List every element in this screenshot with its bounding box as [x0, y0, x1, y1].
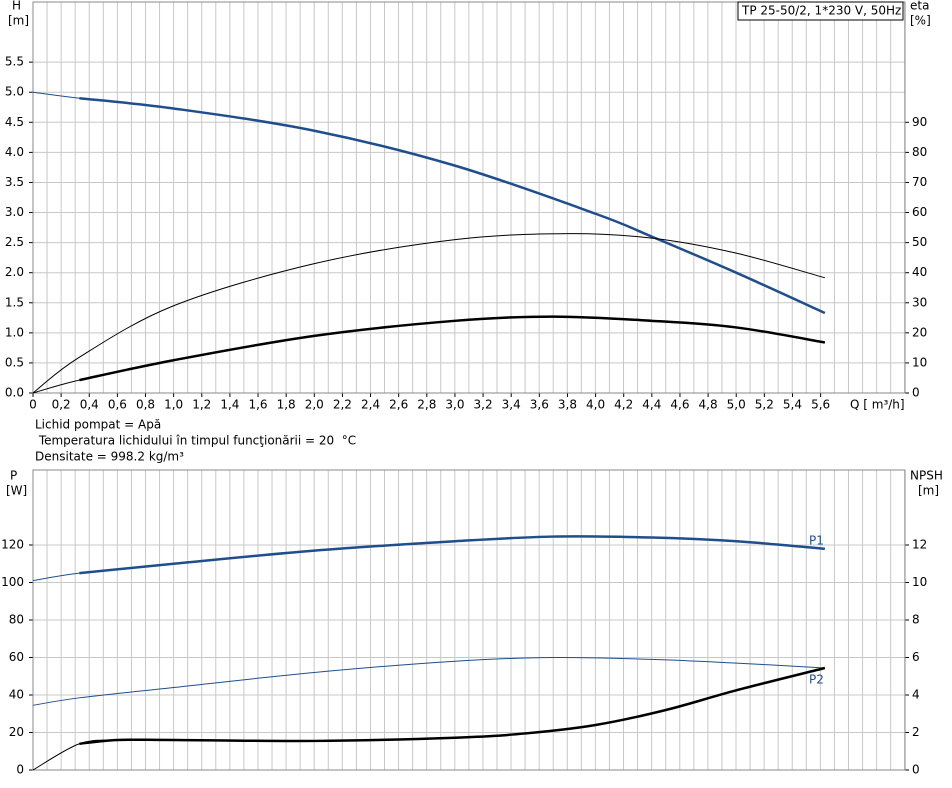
y2-tick-label: 40: [912, 265, 927, 279]
x-tick-label: 3,2: [474, 398, 493, 412]
x-tick-label: 0: [29, 398, 37, 412]
curve: [32, 656, 825, 706]
x-tick-label: 5,6: [811, 398, 830, 412]
annotation: Densitate = 998.2 kg/m³: [35, 450, 184, 464]
chart-title: TP 25-50/2, 1*230 V, 50Hz: [741, 4, 901, 18]
x-tick-label: 0,4: [80, 398, 99, 412]
y2-tick-label: 6: [912, 650, 920, 664]
y-tick-label: 0.0: [5, 386, 24, 400]
curve-operating: [79, 666, 826, 745]
y-tick-label: 4.0: [5, 145, 24, 159]
y2-tick-label: 12: [912, 538, 927, 552]
curve-operating: [79, 97, 826, 315]
plot-frame: [32, 469, 906, 771]
x-tick-label: 4,0: [586, 398, 605, 412]
y2-label: NPSH: [910, 469, 943, 483]
y-tick-label: 1.0: [5, 325, 24, 339]
y-tick-label: 1.5: [5, 295, 24, 309]
y-label: H: [12, 0, 21, 13]
y2-tick-label: 70: [912, 175, 927, 189]
curve-operating: [79, 535, 825, 575]
curve: [32, 233, 825, 394]
y-label: P: [10, 469, 17, 483]
y-tick-label: 60: [9, 650, 24, 664]
x-tick-label: 2,4: [361, 398, 380, 412]
y-tick-label: 40: [9, 688, 24, 702]
x-tick-label: 5,4: [783, 398, 802, 412]
x-tick-label: 1,8: [277, 398, 296, 412]
x-tick-label: 0,6: [108, 398, 127, 412]
y-unit: [m]: [8, 14, 29, 28]
y-tick-label: 3.0: [5, 205, 24, 219]
x-tick-label: 0,8: [136, 398, 155, 412]
y-tick-label: 20: [9, 725, 24, 739]
y-tick-label: 2.0: [5, 265, 24, 279]
annotation: Lichid pompat = Apă: [35, 418, 161, 432]
x-tick-label: 3,4: [502, 398, 521, 412]
y-tick-label: 2.5: [5, 235, 24, 249]
y-unit: [W]: [6, 484, 27, 498]
y2-tick-label: 10: [912, 355, 927, 369]
x-tick-label: 1,6: [248, 398, 267, 412]
x-tick-label: 3,8: [558, 398, 577, 412]
x-tick-label: 2,8: [417, 398, 436, 412]
x-tick-label: 4,8: [699, 398, 718, 412]
y2-tick-label: 60: [912, 205, 927, 219]
x-label: Q [ m³/h]: [850, 398, 905, 412]
x-tick-label: 4,2: [614, 398, 633, 412]
legend-box: [737, 1, 904, 21]
x-tick-label: 4,4: [642, 398, 661, 412]
annotation: Temperatura lichidului în timpul funcţio…: [35, 434, 356, 448]
y2-tick-label: 2: [912, 725, 920, 739]
x-tick-label: 1,4: [220, 398, 239, 412]
y2-tick-label: 30: [912, 295, 927, 309]
y2-unit: [%]: [910, 14, 931, 28]
y-tick-label: 0.5: [5, 355, 24, 369]
y-tick-label: 100: [1, 575, 24, 589]
x-tick-label: 2,2: [333, 398, 352, 412]
x-tick-label: 0,2: [52, 398, 71, 412]
y-tick-label: 80: [9, 613, 24, 627]
y2-tick-label: 4: [912, 688, 920, 702]
series-label: P1: [809, 533, 824, 547]
y-tick-label: 5.0: [5, 85, 24, 99]
y2-tick-label: 0: [912, 386, 920, 400]
y2-tick-label: 20: [912, 325, 927, 339]
series-label: P2: [809, 673, 824, 687]
x-tick-label: 1,0: [164, 398, 183, 412]
y2-tick-label: 80: [912, 145, 927, 159]
y-tick-label: 3.5: [5, 175, 24, 189]
y2-tick-label: 0: [912, 763, 920, 777]
y2-tick-label: 10: [912, 575, 927, 589]
y2-label: eta: [910, 0, 929, 13]
x-tick-label: 1,2: [192, 398, 211, 412]
plot-frame: [32, 1, 906, 394]
x-tick-label: 3,0: [445, 398, 464, 412]
x-tick-label: 2,6: [389, 398, 408, 412]
curve-operating: [79, 315, 826, 382]
x-tick-label: 3,6: [530, 398, 549, 412]
y-tick-label: 4.5: [5, 115, 24, 129]
y-tick-label: 5.5: [5, 55, 24, 69]
y2-tick-label: 90: [912, 115, 927, 129]
y2-tick-label: 50: [912, 235, 927, 249]
x-tick-label: 5,2: [755, 398, 774, 412]
x-tick-label: 2,0: [305, 398, 324, 412]
y-tick-label: 120: [1, 538, 24, 552]
y2-unit: [m]: [918, 484, 939, 498]
y-tick-label: 0: [16, 763, 24, 777]
x-tick-label: 5,0: [727, 398, 746, 412]
y2-tick-label: 8: [912, 613, 920, 627]
x-tick-label: 4,6: [670, 398, 689, 412]
